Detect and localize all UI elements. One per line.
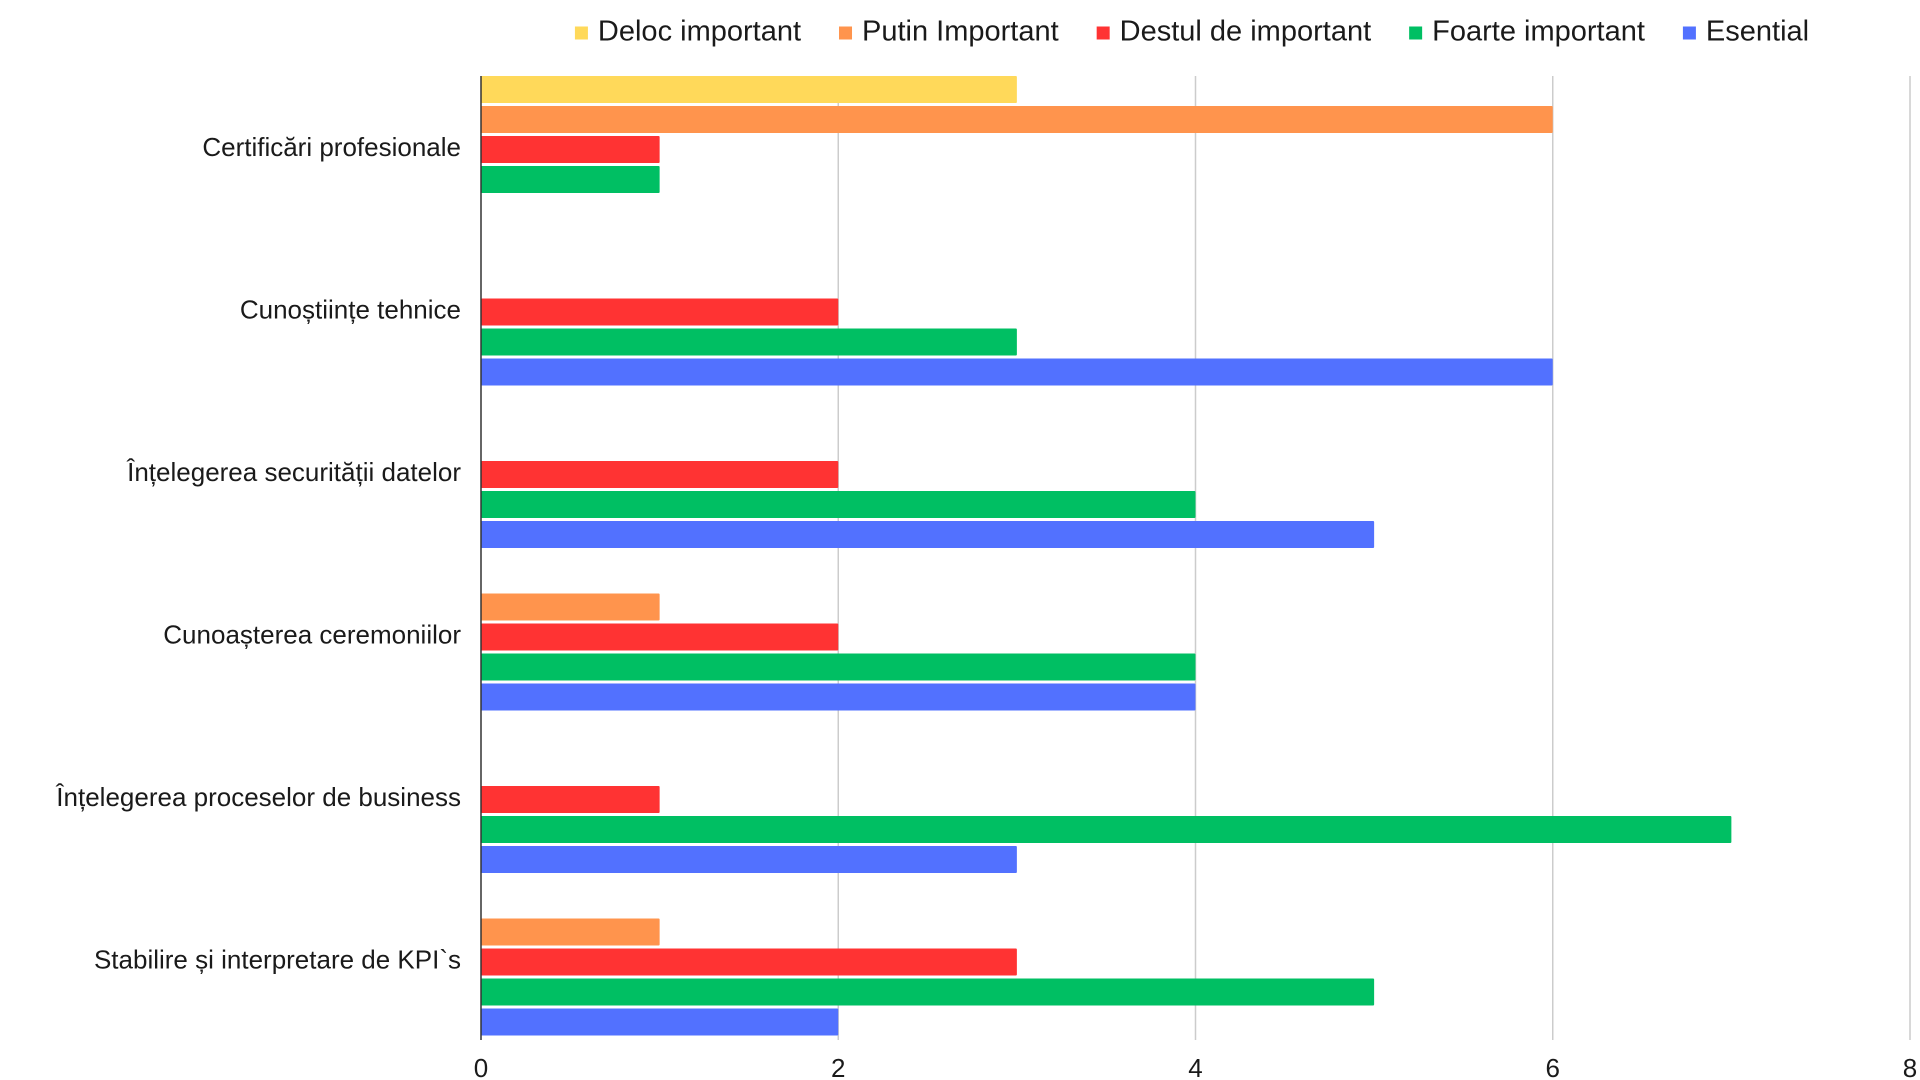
bar-4-putin-important <box>481 593 660 621</box>
bar-2-foarte-important <box>481 328 1017 356</box>
x-tick-label: 0 <box>474 1053 488 1080</box>
bar-5-destul-de-important <box>481 786 660 813</box>
x-tick-label: 8 <box>1903 1053 1917 1080</box>
bar-6-esential <box>481 1008 839 1036</box>
x-tick-label: 4 <box>1188 1053 1202 1080</box>
category-label: Înțelegerea proceselor de business <box>55 782 461 812</box>
category-label: Certificări profesionale <box>202 132 461 162</box>
bar-5-foarte-important <box>481 816 1732 843</box>
bar-1-deloc-important <box>481 76 1017 103</box>
bar-6-foarte-important <box>481 978 1375 1006</box>
x-tick-label: 6 <box>1546 1053 1560 1080</box>
category-label: Cunoașterea ceremoniilor <box>163 619 461 649</box>
legend-label-putin-important: Putin Important <box>862 16 1059 48</box>
grid-lines <box>837 76 1911 1040</box>
legend-swatch-esential <box>1682 26 1696 40</box>
bar-3-foarte-important <box>481 491 1196 518</box>
bar-4-destul-de-important <box>481 623 839 651</box>
bar-4-esential <box>481 683 1196 711</box>
legend-swatch-deloc-important <box>574 26 588 40</box>
legend-label-foarte-important: Foarte important <box>1432 16 1645 48</box>
bar-5-esential <box>481 846 1017 873</box>
legend-label-destul-de-important: Destul de important <box>1120 16 1371 48</box>
bar-1-putin-important <box>481 106 1553 133</box>
bar-6-putin-important <box>481 918 660 946</box>
bar-4-foarte-important <box>481 653 1196 681</box>
bar-2-esential <box>481 358 1553 386</box>
x-axis: 0 2 4 6 8 <box>474 76 1917 1080</box>
bar-1-foarte-important <box>481 166 660 193</box>
bar-2-destul-de-important <box>481 298 839 326</box>
legend-label-deloc-important: Deloc important <box>598 16 801 48</box>
bars <box>481 76 1732 1036</box>
bar-3-destul-de-important <box>481 461 839 488</box>
category-label: Cunoștiințe tehnice <box>240 294 461 324</box>
legend-swatch-putin-important <box>839 26 853 40</box>
category-labels: Certificări profesionale Cunoștiințe tehn… <box>55 132 461 975</box>
x-tick-label: 2 <box>831 1053 845 1080</box>
legend: Deloc important Putin Important Destul de … <box>574 16 1809 48</box>
bar-1-destul-de-important <box>481 136 660 163</box>
bar-3-esential <box>481 521 1375 548</box>
bar-6-destul-de-important <box>481 948 1017 976</box>
legend-swatch-foarte-important <box>1409 26 1423 40</box>
legend-label-esential: Esential <box>1706 16 1809 48</box>
category-label: Înțelegerea securității datelor <box>126 457 461 487</box>
legend-swatch-destul-de-important <box>1096 26 1110 40</box>
category-label: Stabilire și interpretare de KPI`s <box>94 944 461 974</box>
